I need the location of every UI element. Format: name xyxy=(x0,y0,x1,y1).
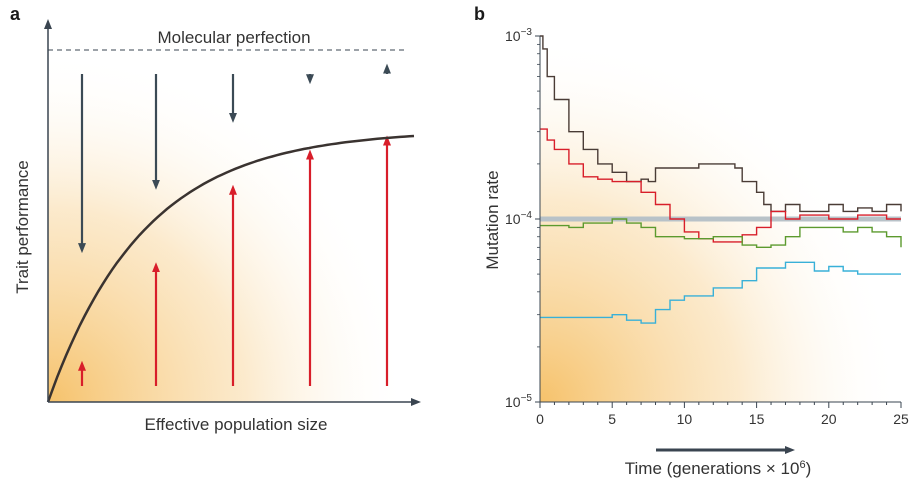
panel-b-letter: b xyxy=(474,4,485,24)
y-tick-base: 10 xyxy=(505,28,521,44)
x-tick-label: 15 xyxy=(749,411,765,427)
mutation-rate-series-blue xyxy=(540,261,901,324)
y-tick-exponent: −3 xyxy=(521,27,533,38)
y-tick-exponent: −4 xyxy=(521,210,533,221)
panel-a-arrows xyxy=(78,63,391,386)
mutation-rate-series-red xyxy=(540,128,901,243)
panel-a-background-gradient xyxy=(48,50,408,402)
x-tick-label: 25 xyxy=(893,411,909,427)
y-tick-label: 10−5 xyxy=(505,393,532,410)
mutation-rate-series-green xyxy=(540,218,902,248)
molecular-perfection-label: Molecular perfection xyxy=(157,28,310,47)
mutation-rate-series-dark xyxy=(540,35,902,213)
x-tick-label: 10 xyxy=(677,411,693,427)
y-tick-label: 10−4 xyxy=(505,210,532,227)
performance-curve xyxy=(46,134,415,403)
panel-b-x-label-main: Time (generations × 10 xyxy=(625,459,800,478)
x-tick-label: 0 xyxy=(536,411,544,427)
panel-b-x-label-exponent: 6 xyxy=(799,459,805,471)
y-tick-base: 10 xyxy=(505,394,521,410)
y-tick-exponent: −5 xyxy=(521,393,533,404)
x-tick-label: 20 xyxy=(821,411,837,427)
panel-b-y-label: Mutation rate xyxy=(483,170,502,269)
panel-a-y-label: Trait performance xyxy=(13,160,32,294)
panel-b-x-label: Time (generations × 106) xyxy=(625,459,811,478)
panel-a-letter: a xyxy=(10,4,21,24)
x-tick-label: 5 xyxy=(608,411,616,427)
panel-b-x-label-close: ) xyxy=(806,459,812,478)
y-tick-base: 10 xyxy=(505,211,521,227)
panel-a-x-label: Effective population size xyxy=(144,415,327,434)
y-tick-label: 10−3 xyxy=(505,27,532,44)
